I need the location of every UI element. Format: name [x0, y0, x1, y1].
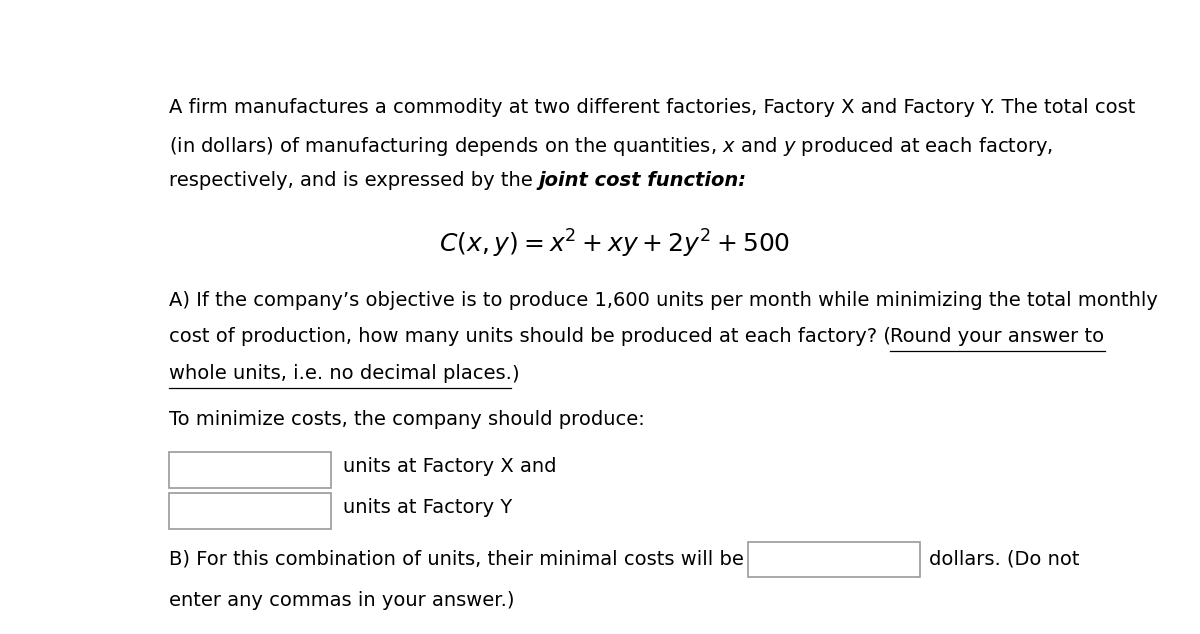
Text: units at Factory X and: units at Factory X and [342, 457, 556, 476]
Text: A firm manufactures a commodity at two different factories, Factory X and Factor: A firm manufactures a commodity at two d… [168, 98, 1135, 117]
Text: units at Factory Y: units at Factory Y [342, 498, 511, 517]
Text: $C(x, y) = x^2 + xy + 2y^2 + 500$: $C(x, y) = x^2 + xy + 2y^2 + 500$ [439, 228, 791, 259]
Text: To minimize costs, the company should produce:: To minimize costs, the company should pr… [168, 410, 644, 429]
FancyBboxPatch shape [748, 541, 920, 577]
Text: B) For this combination of units, their minimal costs will be: B) For this combination of units, their … [168, 550, 744, 569]
Text: dollars. (Do not: dollars. (Do not [930, 550, 1080, 569]
Text: Round your answer to: Round your answer to [890, 328, 1104, 347]
Text: ): ) [511, 364, 520, 383]
Text: whole units, i.e. no decimal places.: whole units, i.e. no decimal places. [168, 364, 511, 383]
Text: cost of production, how many units should be produced at each factory? (: cost of production, how many units shoul… [168, 328, 890, 347]
Text: A) If the company’s objective is to produce 1,600 units per month while minimizi: A) If the company’s objective is to prod… [168, 291, 1158, 310]
FancyBboxPatch shape [168, 452, 331, 488]
FancyBboxPatch shape [168, 493, 331, 529]
Text: enter any commas in your answer.): enter any commas in your answer.) [168, 591, 514, 610]
Text: joint cost function:: joint cost function: [539, 171, 746, 190]
Text: (in dollars) of manufacturing depends on the quantities, $x$ and $y$ produced at: (in dollars) of manufacturing depends on… [168, 134, 1052, 158]
Text: respectively, and is expressed by the: respectively, and is expressed by the [168, 171, 539, 190]
